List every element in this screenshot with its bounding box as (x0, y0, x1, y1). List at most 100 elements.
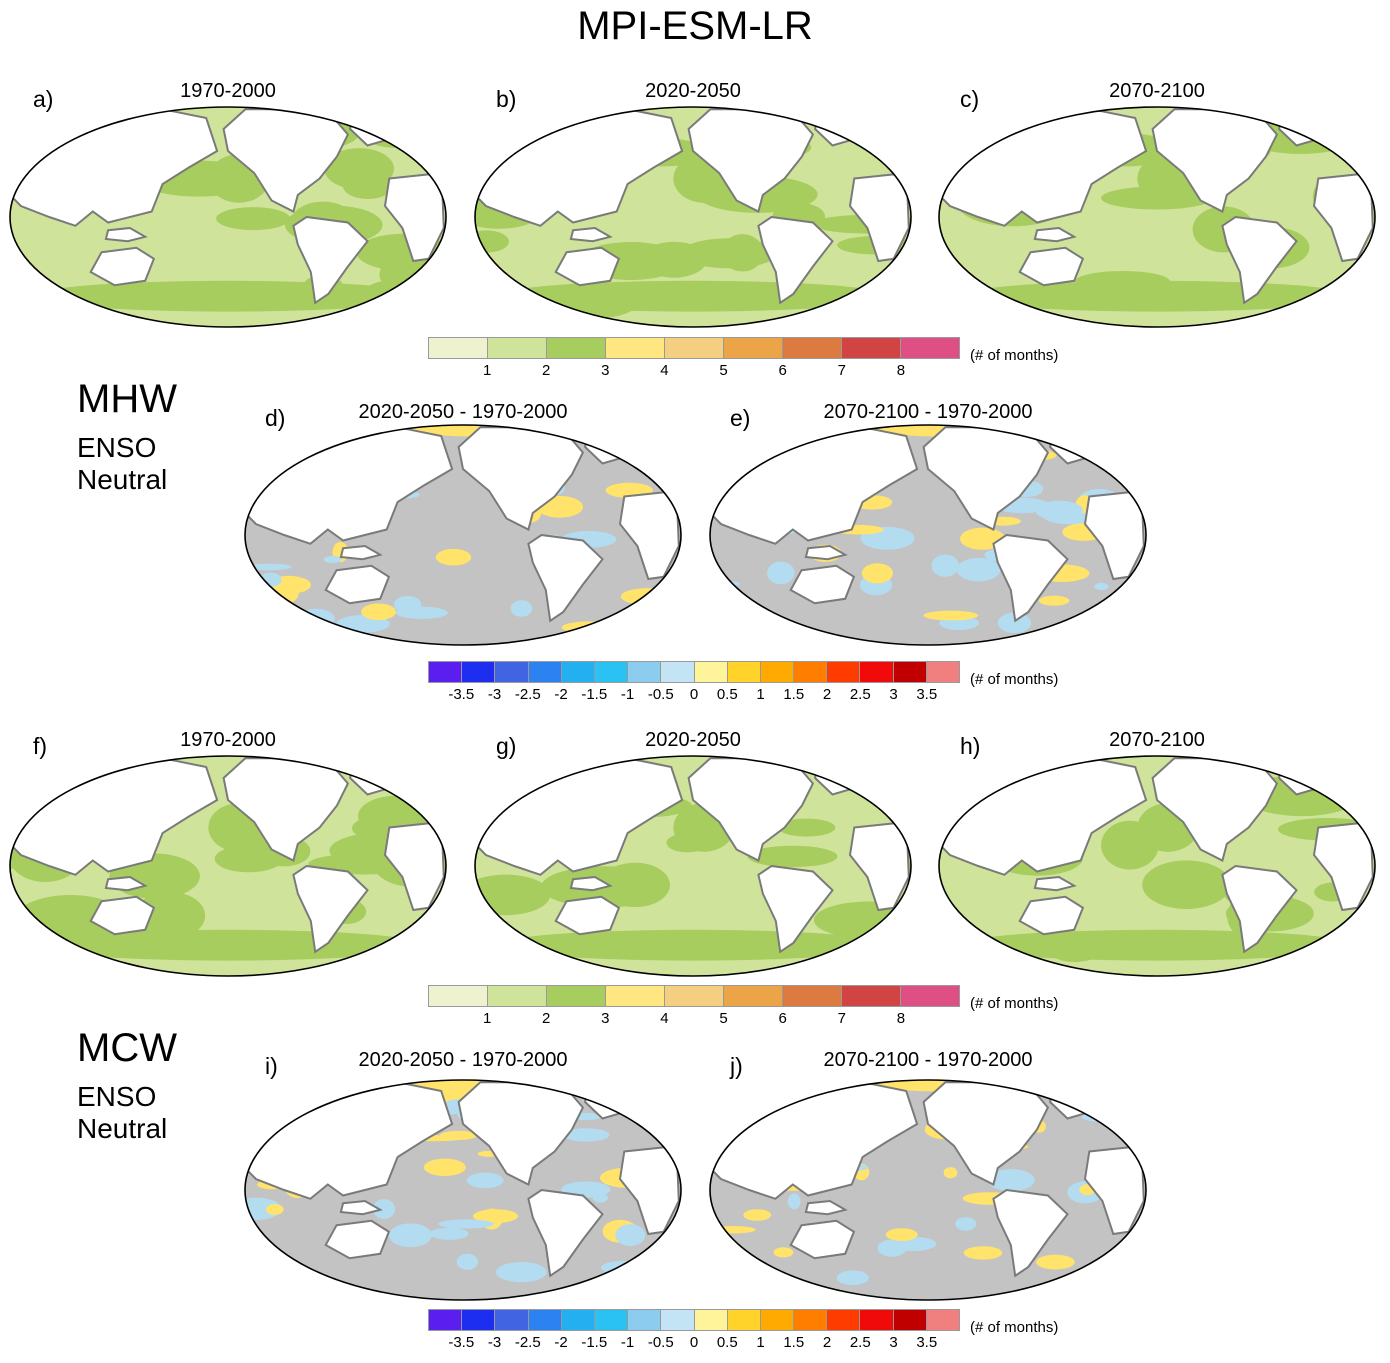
anomaly-patch (962, 1192, 1018, 1205)
ocean-field (939, 107, 1375, 327)
high-count-patch (475, 874, 551, 916)
anomaly-patch (256, 1097, 293, 1119)
colorbar-swatch (893, 662, 927, 682)
colorbar-swatch (429, 338, 488, 358)
anomaly-patch (823, 1099, 853, 1112)
colorbar-count-mcw-ticks: 1 2 3 4 5 6 7 8 (428, 1010, 960, 1030)
anomaly-patch (323, 556, 342, 563)
anomaly-patch (510, 600, 533, 617)
anomaly-patch (435, 1085, 476, 1109)
anomaly-patch (336, 615, 390, 633)
anomaly-patch (375, 476, 423, 486)
anomaly-patch (466, 1172, 504, 1189)
high-count-patch (302, 274, 344, 301)
anomaly-patch (976, 1148, 1002, 1168)
anomaly-patch (562, 1128, 610, 1142)
anomaly-patch (852, 495, 893, 510)
colorbar-tick-label: 5 (719, 362, 728, 379)
colorbar-tick-label: 4 (660, 362, 669, 379)
continent-africa (1083, 1144, 1145, 1236)
map-frame (709, 1079, 1147, 1301)
colorbar-swatch (628, 1310, 662, 1330)
ocean-field (710, 1080, 1146, 1300)
anomaly-patch (516, 502, 542, 523)
high-count-patch (1243, 774, 1360, 817)
panel-title: 2020-2050 - 1970-2000 (358, 1049, 568, 1071)
map-frame (244, 424, 682, 646)
continent-australia (789, 564, 856, 605)
high-count-patch (1312, 177, 1352, 215)
anomaly-patch (277, 581, 299, 603)
colorbar-tick-label: 8 (896, 362, 906, 379)
anomaly-patch (1013, 449, 1057, 461)
anomaly-patch (1075, 495, 1095, 514)
anomaly-patch (976, 1130, 1031, 1146)
section-sublabel-mcw-1: ENSO (77, 1081, 157, 1112)
anomaly-patch (861, 563, 894, 584)
anomaly-patch (951, 450, 1007, 474)
continent-africa (618, 489, 680, 581)
anomaly-patch (995, 497, 1050, 514)
colorbar-tick-label: -2.5 (514, 686, 541, 703)
continent-se-asia-islands (104, 875, 148, 892)
colorbar-tick-label: 1 (482, 1010, 492, 1027)
colorbar-diff-mhw (428, 661, 960, 683)
colorbar-tick-label: -3.5 (448, 1334, 475, 1351)
anomaly-patch (620, 588, 676, 605)
anomaly-patch (541, 534, 564, 545)
colorbar-tick-label: -0.5 (647, 686, 674, 703)
anomaly-patch (863, 472, 884, 486)
colorbar-swatch (827, 662, 861, 682)
anomaly-patch (720, 1139, 775, 1163)
continent-north-america (922, 1081, 1050, 1186)
anomaly-patch (561, 1181, 611, 1198)
section-sublabel-mcw-2: Neutral (77, 1113, 168, 1144)
anomaly-patch (923, 610, 979, 621)
anomaly-patch (710, 1145, 751, 1160)
colorbar-swatch (606, 338, 665, 358)
high-count-patch (680, 238, 777, 269)
colorbar-diff-mcw (428, 1309, 960, 1331)
panel-letter: g) (496, 733, 517, 759)
anomaly-patch (1038, 595, 1070, 606)
colorbar-count-mhw (428, 337, 960, 359)
anomaly-patch (1032, 1120, 1046, 1133)
anomaly-patch (472, 1209, 519, 1223)
anomaly-patch (931, 554, 959, 577)
colorbar-swatch (724, 338, 783, 358)
continent-eurasia (245, 1081, 454, 1200)
continent-north-america (222, 108, 350, 213)
colorbar-tick-label: 1 (756, 686, 765, 703)
continent-se-asia-islands (1033, 226, 1077, 243)
colorbar-swatch (547, 338, 606, 358)
colorbar-count-mhw-unit: (# of months) (970, 347, 1059, 364)
anomaly-patch (245, 1197, 282, 1221)
anomaly-patch (393, 596, 422, 614)
anomaly-patch (273, 1111, 295, 1123)
high-count-patch (1101, 820, 1159, 870)
anomaly-patch (997, 612, 1032, 633)
colorbar-swatch (901, 986, 959, 1006)
colorbar-diff-mcw-unit: (# of months) (970, 1319, 1059, 1336)
anomaly-patch (973, 558, 988, 566)
anomaly-patch (743, 1209, 772, 1221)
colorbar-count-mhw-ticks: 1 2 3 4 5 6 7 8 (428, 362, 960, 382)
high-count-patch (956, 179, 1070, 227)
colorbar-swatch (893, 1310, 927, 1330)
colorbar-swatch (628, 662, 662, 682)
anomaly-patch (849, 1104, 875, 1121)
colorbar-swatch (661, 662, 695, 682)
anomaly-patch (376, 443, 420, 460)
anomaly-patch (773, 1247, 794, 1258)
colorbar-swatch (842, 986, 901, 1006)
colorbar-swatch (794, 662, 828, 682)
anomaly-patch (710, 1146, 748, 1168)
north-pacific-patch (1137, 154, 1199, 203)
high-count-patch (358, 795, 437, 837)
anomaly-patch (859, 574, 893, 596)
colorbar-swatch (665, 338, 724, 358)
colorbar-swatch (488, 338, 547, 358)
high-count-patch (1224, 883, 1273, 906)
high-count-patch (261, 117, 359, 150)
continent-south-america (527, 533, 604, 623)
